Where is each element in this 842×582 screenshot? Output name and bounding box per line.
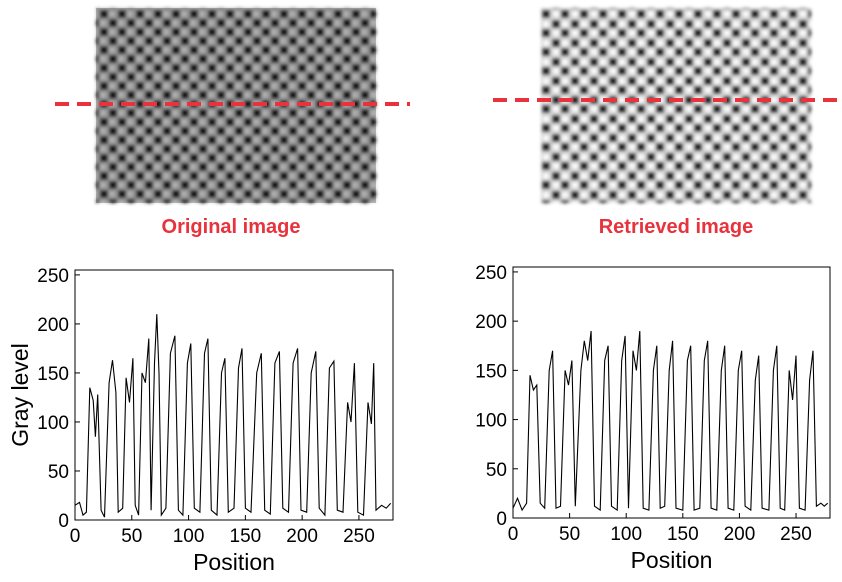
y-tick-label: 150 (37, 364, 69, 385)
y-tick-label: 150 (475, 361, 507, 382)
y-tick-label: 0 (58, 511, 69, 532)
x-tick-label: 150 (667, 524, 699, 545)
x-tick-label: 250 (780, 524, 812, 545)
x-tick-label: 150 (230, 526, 262, 547)
x-axis-label: Position (193, 549, 275, 575)
data-line (74, 314, 392, 518)
x-tick-label: 100 (610, 524, 642, 545)
y-tick-label: 200 (475, 312, 507, 333)
x-tick-label: 200 (724, 524, 756, 545)
y-tick-label: 250 (475, 263, 507, 284)
x-tick-label: 50 (121, 526, 142, 547)
x-tick-label: 0 (70, 526, 81, 547)
y-tick-label: 250 (37, 266, 69, 287)
retrieved-image (541, 8, 811, 203)
y-tick-label: 50 (486, 460, 507, 481)
x-tick-label: 200 (286, 526, 318, 547)
y-tick-label: 100 (37, 413, 69, 434)
x-axis-label: Position (631, 547, 713, 573)
image-caption: Retrieved image (599, 216, 754, 238)
y-axis-label: Gray level (7, 343, 33, 447)
y-tick-label: 200 (37, 315, 69, 336)
image-caption: Original image (162, 216, 301, 238)
x-tick-label: 100 (173, 526, 205, 547)
plot-frame (74, 269, 394, 521)
x-tick-label: 50 (559, 524, 580, 545)
y-tick-label: 50 (48, 462, 69, 483)
x-tick-label: 0 (508, 524, 519, 545)
y-tick-label: 100 (475, 411, 507, 432)
y-tick-label: 0 (496, 509, 507, 530)
image (541, 8, 811, 203)
plot-frame (512, 266, 831, 519)
x-tick-label: 250 (343, 526, 375, 547)
data-line (512, 330, 829, 512)
